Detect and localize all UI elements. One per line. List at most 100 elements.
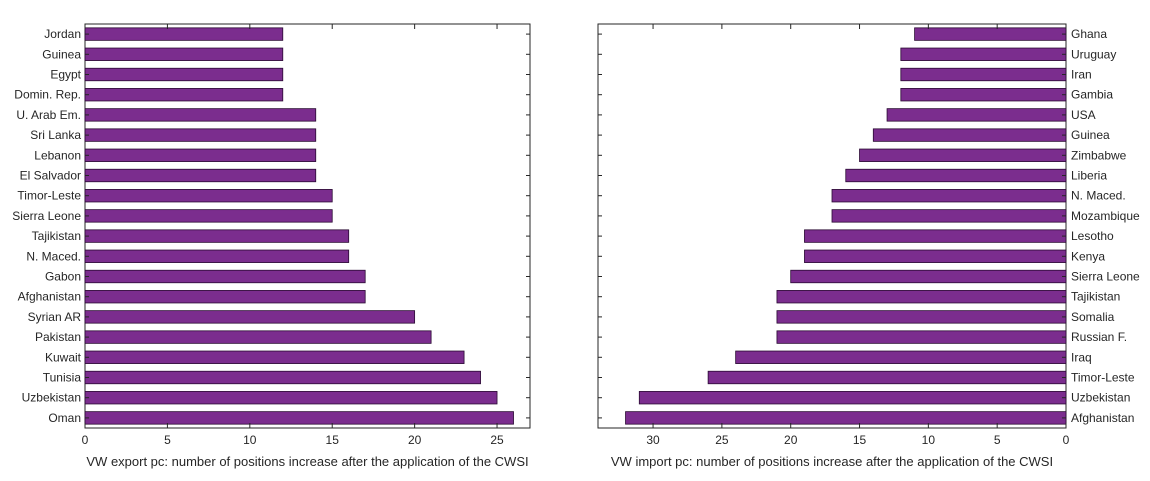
- category-label: Uzbekistan: [1071, 391, 1130, 405]
- bar: [84, 330, 432, 344]
- x-tick-label: 15: [853, 433, 867, 447]
- bar: [84, 209, 333, 223]
- category-label: Liberia: [1071, 169, 1107, 183]
- bar: [84, 350, 465, 364]
- category-label: Uruguay: [1071, 47, 1116, 61]
- x-tick-label: 10: [922, 433, 936, 447]
- bar: [84, 391, 498, 405]
- plot-frame: [597, 23, 1067, 429]
- x-tick-label: 15: [326, 433, 340, 447]
- category-label: Iran: [1071, 68, 1092, 82]
- category-label: USA: [1071, 108, 1096, 122]
- category-label: Iraq: [1071, 350, 1092, 364]
- category-label: Syrian AR: [28, 310, 82, 324]
- x-tick-label: 5: [164, 433, 171, 447]
- export-bar-chart: Jordan Guinea Egypt Domin. Rep. U. Arab Em. S…: [12, 23, 531, 469]
- category-label: Sierra Leone: [12, 209, 81, 223]
- x-tick-label: 0: [1063, 433, 1070, 447]
- category-label: Lebanon: [34, 148, 81, 162]
- bar: [84, 67, 284, 82]
- bar: [900, 88, 1067, 102]
- bar: [886, 108, 1067, 122]
- bar: [831, 209, 1067, 223]
- category-label: Somalia: [1071, 310, 1115, 324]
- bar: [84, 189, 333, 203]
- bar: [735, 350, 1067, 364]
- bar: [84, 108, 317, 122]
- bar: [638, 391, 1067, 405]
- category-label: Kenya: [1071, 249, 1105, 263]
- x-tick-label: 10: [243, 433, 257, 447]
- bar: [84, 310, 416, 324]
- category-label: Uzbekistan: [22, 391, 81, 405]
- x-axis-label: VW export pc: number of positions increa…: [86, 454, 528, 469]
- bar: [914, 27, 1067, 41]
- plot-frame: [84, 23, 531, 429]
- category-label: Oman: [48, 411, 81, 425]
- category-label: Zimbabwe: [1071, 148, 1127, 162]
- bar: [776, 310, 1067, 324]
- category-label: El Salvador: [20, 169, 81, 183]
- bar: [84, 411, 514, 425]
- category-label: Jordan: [44, 27, 81, 41]
- bar: [84, 370, 481, 385]
- bar: [84, 168, 317, 183]
- bar: [707, 370, 1067, 385]
- category-label: Domin. Rep.: [14, 88, 81, 102]
- bar: [831, 189, 1067, 203]
- category-label: Gambia: [1071, 88, 1113, 102]
- category-label: Gabon: [45, 270, 81, 284]
- category-label: Tajikistan: [32, 229, 81, 243]
- category-label: Sierra Leone: [1071, 270, 1140, 284]
- category-label: Afghanistan: [1071, 411, 1134, 425]
- category-label: Sri Lanka: [30, 128, 81, 142]
- bar: [804, 249, 1067, 263]
- x-tick-label: 5: [994, 433, 1001, 447]
- bar: [900, 67, 1067, 82]
- category-label: Egypt: [50, 68, 81, 82]
- category-label: Russian F.: [1071, 330, 1127, 344]
- x-tick-label: 20: [408, 433, 422, 447]
- bar: [804, 229, 1067, 243]
- category-label: Timor-Leste: [17, 189, 81, 203]
- category-label: N. Maced.: [1071, 189, 1126, 203]
- bar: [872, 128, 1067, 142]
- category-label: Guinea: [42, 47, 81, 61]
- category-label: Ghana: [1071, 27, 1107, 41]
- x-axis-label: VW import pc: number of positions increa…: [611, 454, 1053, 469]
- category-label: Tunisia: [43, 371, 82, 385]
- x-tick-label: 20: [784, 433, 798, 447]
- category-label: Pakistan: [35, 330, 81, 344]
- category-label: Lesotho: [1071, 229, 1114, 243]
- x-tick-label: 0: [82, 433, 89, 447]
- bar: [84, 269, 366, 284]
- category-label: Timor-Leste: [1071, 371, 1135, 385]
- bar: [84, 148, 317, 162]
- x-tick-label: 30: [646, 433, 660, 447]
- bar: [84, 290, 366, 304]
- bar: [776, 330, 1067, 344]
- category-label: Kuwait: [45, 350, 82, 364]
- category-label: Tajikistan: [1071, 290, 1120, 304]
- bar: [84, 249, 350, 263]
- category-label: U. Arab Em.: [16, 108, 81, 122]
- bar: [859, 148, 1067, 162]
- import-bar-chart: Ghana Uruguay Iran Gambia USA Guinea Zimbabwe L…: [597, 23, 1140, 469]
- bar: [845, 168, 1067, 183]
- category-label: Mozambique: [1071, 209, 1140, 223]
- category-label: Afghanistan: [18, 290, 81, 304]
- category-label: N. Maced.: [26, 249, 81, 263]
- bar: [900, 47, 1067, 61]
- bar: [84, 47, 284, 61]
- bar: [84, 229, 350, 243]
- category-label: Guinea: [1071, 128, 1110, 142]
- x-tick-label: 25: [715, 433, 729, 447]
- bar: [84, 128, 317, 142]
- bar: [84, 27, 284, 41]
- x-tick-label: 25: [490, 433, 504, 447]
- bar: [790, 269, 1067, 284]
- bar: [625, 411, 1067, 425]
- bar: [84, 88, 284, 102]
- bar: [776, 290, 1067, 304]
